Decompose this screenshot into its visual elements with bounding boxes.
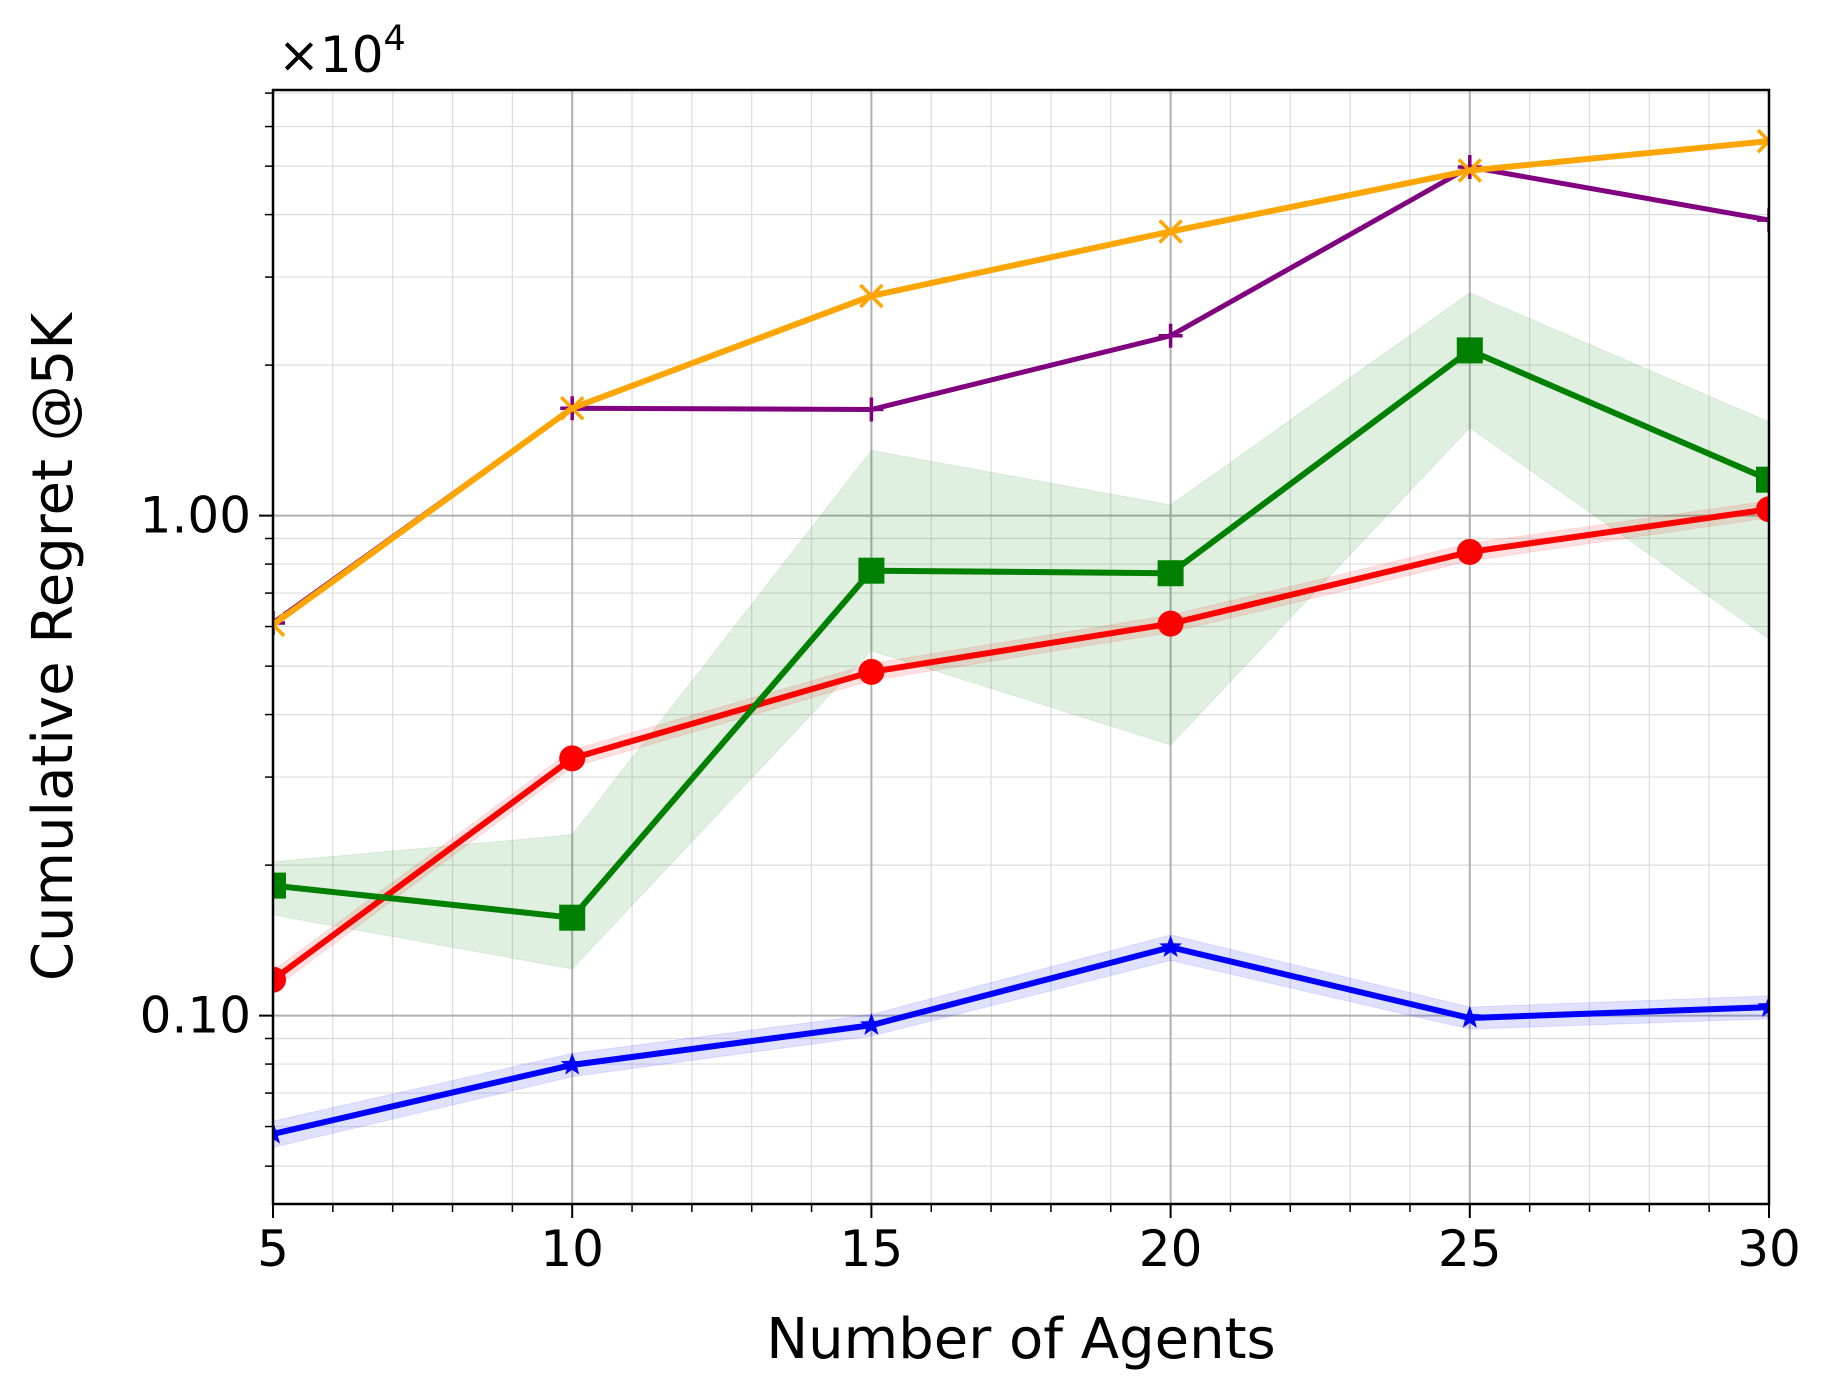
x-tick-label: 30 xyxy=(1737,1220,1801,1278)
axes: 5 10 15 20 25 30 0.10 1.00 xyxy=(140,88,1801,1278)
marker xyxy=(273,612,286,637)
marker xyxy=(1456,337,1483,364)
grid xyxy=(272,90,1770,1204)
x-tick-label: 25 xyxy=(1438,1220,1502,1278)
marker xyxy=(858,658,885,685)
x-tick-label: 10 xyxy=(540,1220,604,1278)
marker xyxy=(859,1013,883,1035)
marker xyxy=(859,283,884,309)
band xyxy=(273,292,1769,970)
series-line xyxy=(273,506,1769,983)
marker xyxy=(273,1121,285,1144)
marker xyxy=(1158,323,1183,348)
marker xyxy=(858,557,885,584)
x-tick-label: 20 xyxy=(1139,1220,1203,1278)
marker xyxy=(273,872,286,899)
marker xyxy=(1159,935,1183,957)
y-offset-exponent: 4 xyxy=(384,19,406,59)
marker xyxy=(1456,538,1483,565)
marker xyxy=(1458,1006,1482,1028)
plot-frame xyxy=(271,88,1771,1206)
y-tick-label: 0.10 xyxy=(140,987,251,1045)
marker xyxy=(1756,128,1769,154)
marker xyxy=(560,1052,584,1075)
marker xyxy=(273,966,286,993)
marker xyxy=(1457,158,1483,183)
x-tick-label: 15 xyxy=(840,1220,904,1278)
series-line xyxy=(273,347,1769,921)
marker xyxy=(1757,208,1769,233)
marker xyxy=(1157,610,1184,637)
y-tick-label: 1.00 xyxy=(140,487,251,545)
series-line xyxy=(273,138,1769,628)
x-tick-label: 5 xyxy=(257,1220,289,1278)
marker xyxy=(559,395,585,421)
x-axis-label: Number of Agents xyxy=(766,1307,1275,1372)
band xyxy=(273,934,1769,1148)
y-offset-base: ×10 xyxy=(278,26,384,84)
plot-area xyxy=(273,128,1769,1148)
marker xyxy=(273,610,285,635)
marker xyxy=(559,745,586,772)
marker xyxy=(1757,995,1769,1017)
series-line xyxy=(273,944,1769,1137)
marker xyxy=(559,904,586,931)
marker xyxy=(859,397,884,422)
marker xyxy=(1756,466,1769,493)
marker xyxy=(1157,560,1184,587)
y-offset-label: ×104 xyxy=(278,19,406,84)
marker xyxy=(1756,496,1769,523)
marker xyxy=(1158,219,1183,244)
y-axis-label: Cumulative Regret @5K xyxy=(21,312,86,981)
